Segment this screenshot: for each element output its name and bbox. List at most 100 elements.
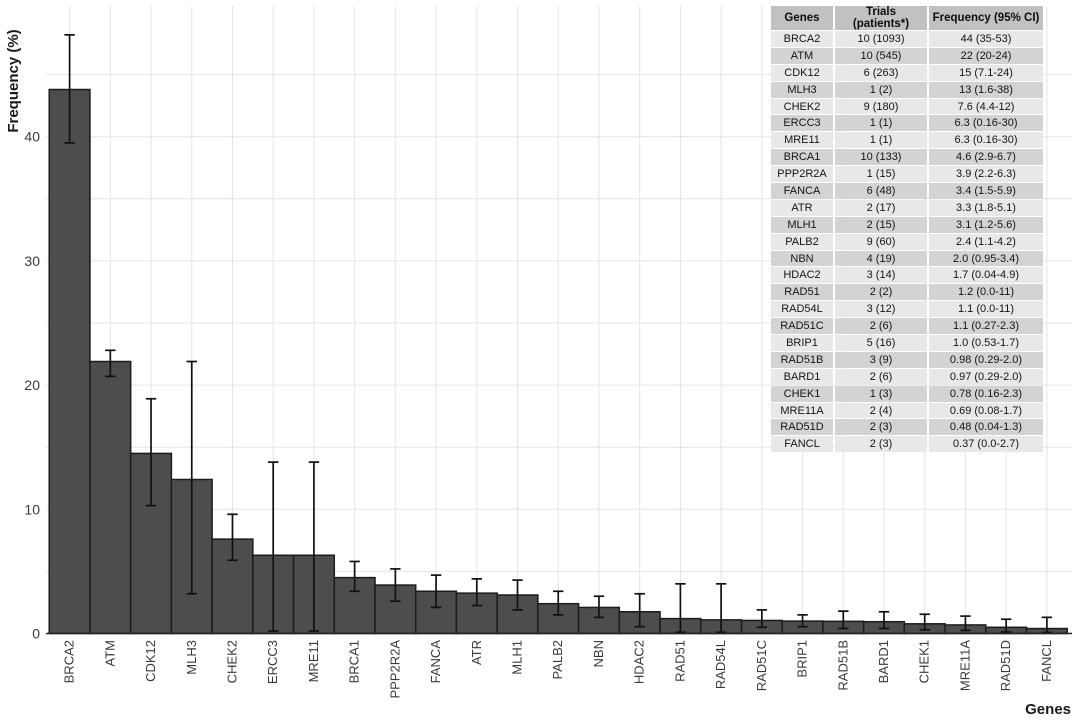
x-tick-label-MLH1: MLH1 xyxy=(510,640,525,675)
cell-gene: RAD51D xyxy=(771,419,833,436)
cell-gene: RAD54L xyxy=(771,301,833,318)
cell-frequency: 1.7 (0.04-4.9) xyxy=(929,267,1043,284)
x-tick-label-CHEK1: CHEK1 xyxy=(917,640,932,683)
cell-gene: HDAC2 xyxy=(771,267,833,284)
cell-gene: NBN xyxy=(771,250,833,267)
y-tick-label: 30 xyxy=(24,253,40,269)
x-tick-label-RAD51C: RAD51C xyxy=(754,640,769,691)
cell-trials: 1 (1) xyxy=(835,132,927,149)
table-row: BRCA2 10 (1093) 44 (35-53) xyxy=(771,31,1043,47)
cell-trials: 1 (1) xyxy=(835,115,927,132)
cell-frequency: 1.2 (0.0-11) xyxy=(929,284,1043,301)
cell-frequency: 15 (7.1-24) xyxy=(929,64,1043,81)
table-row: CHEK1 1 (3) 0.78 (0.16-2.3) xyxy=(771,385,1043,402)
table-row: BRIP1 5 (16) 1.0 (0.53-1.7) xyxy=(771,335,1043,351)
bar-ATM xyxy=(89,360,132,635)
x-tick-label-CHEK2: CHEK2 xyxy=(224,640,239,683)
cell-gene: MLH1 xyxy=(771,216,833,233)
x-tick-label-HDAC2: HDAC2 xyxy=(632,640,647,684)
table-row: MLH1 2 (15) 3.1 (1.2-5.6) xyxy=(771,216,1043,233)
cell-frequency: 0.78 (0.16-2.3) xyxy=(929,385,1043,402)
cell-trials: 2 (4) xyxy=(835,402,927,419)
table-row: RAD54L 3 (12) 1.1 (0.0-11) xyxy=(771,301,1043,318)
cell-gene: FANCL xyxy=(771,436,833,453)
table-row: NBN 4 (19) 2.0 (0.95-3.4) xyxy=(771,250,1043,267)
cell-gene: BRCA2 xyxy=(771,31,833,47)
x-tick-label-PPP2R2A: PPP2R2A xyxy=(387,640,402,699)
cell-frequency: 0.97 (0.29-2.0) xyxy=(929,368,1043,385)
table-row: RAD51 2 (2) 1.2 (0.0-11) xyxy=(771,284,1043,301)
cell-trials: 3 (14) xyxy=(835,267,927,284)
x-tick-label-BRIP1: BRIP1 xyxy=(795,640,810,678)
cell-gene: CHEK2 xyxy=(771,98,833,115)
table-row: MLH3 1 (2) 13 (1.6-38) xyxy=(771,81,1043,98)
x-tick-label-NBN: NBN xyxy=(591,640,606,667)
cell-frequency: 2.0 (0.95-3.4) xyxy=(929,250,1043,267)
cell-trials: 10 (133) xyxy=(835,149,927,166)
cell-gene: CDK12 xyxy=(771,64,833,81)
cell-trials: 6 (48) xyxy=(835,183,927,199)
cell-frequency: 1.1 (0.27-2.3) xyxy=(929,318,1043,335)
cell-trials: 2 (17) xyxy=(835,199,927,216)
cell-trials: 2 (6) xyxy=(835,318,927,335)
cell-trials: 2 (15) xyxy=(835,216,927,233)
x-tick-label-CDK12: CDK12 xyxy=(143,640,158,682)
header-trials: Trials (patients*) xyxy=(835,6,927,30)
cell-frequency: 0.37 (0.0-2.7) xyxy=(929,436,1043,453)
cell-gene: ERCC3 xyxy=(771,115,833,132)
y-tick-label: 0 xyxy=(32,626,40,642)
cell-frequency: 3.3 (1.8-5.1) xyxy=(929,199,1043,216)
cell-frequency: 7.6 (4.4-12) xyxy=(929,98,1043,115)
cell-frequency: 2.4 (1.1-4.2) xyxy=(929,233,1043,250)
y-axis-title: Frequency (%) xyxy=(5,29,22,132)
table-row: HDAC2 3 (14) 1.7 (0.04-4.9) xyxy=(771,267,1043,284)
bar-BRCA2 xyxy=(48,88,91,635)
cell-frequency: 3.4 (1.5-5.9) xyxy=(929,183,1043,199)
cell-trials: 2 (6) xyxy=(835,368,927,385)
cell-frequency: 44 (35-53) xyxy=(929,31,1043,47)
x-tick-label-FANCA: FANCA xyxy=(428,640,443,684)
cell-gene: CHEK1 xyxy=(771,385,833,402)
x-tick-label-BARD1: BARD1 xyxy=(876,640,891,683)
x-tick-label-ERCC3: ERCC3 xyxy=(265,640,280,684)
cell-gene: RAD51C xyxy=(771,318,833,335)
cell-frequency: 22 (20-24) xyxy=(929,47,1043,64)
table-row: CDK12 6 (263) 15 (7.1-24) xyxy=(771,64,1043,81)
cell-trials: 4 (19) xyxy=(835,250,927,267)
table-row: ERCC3 1 (1) 6.3 (0.16-30) xyxy=(771,115,1043,132)
cell-trials: 2 (3) xyxy=(835,436,927,453)
x-axis-title: Genes xyxy=(1025,701,1071,718)
table-row: PALB2 9 (60) 2.4 (1.1-4.2) xyxy=(771,233,1043,250)
table-row: CHEK2 9 (180) 7.6 (4.4-12) xyxy=(771,98,1043,115)
cell-frequency: 13 (1.6-38) xyxy=(929,81,1043,98)
cell-gene: PALB2 xyxy=(771,233,833,250)
table-header-row: Genes Trials (patients*) Frequency (95% … xyxy=(771,6,1043,30)
cell-frequency: 0.48 (0.04-1.3) xyxy=(929,419,1043,436)
cell-gene: PPP2R2A xyxy=(771,166,833,183)
cell-trials: 3 (9) xyxy=(835,351,927,368)
table-row: BARD1 2 (6) 0.97 (0.29-2.0) xyxy=(771,368,1043,385)
table-row: RAD51B 3 (9) 0.98 (0.29-2.0) xyxy=(771,351,1043,368)
table-row: PPP2R2A 1 (15) 3.9 (2.2-6.3) xyxy=(771,166,1043,183)
gene-table-body: BRCA2 10 (1093) 44 (35-53) ATM 10 (545) 22 (2… xyxy=(771,31,1043,453)
cell-trials: 1 (3) xyxy=(835,385,927,402)
table-row: FANCA 6 (48) 3.4 (1.5-5.9) xyxy=(771,183,1043,199)
cell-gene: BARD1 xyxy=(771,368,833,385)
cell-frequency: 4.6 (2.9-6.7) xyxy=(929,149,1043,166)
x-tick-label-RAD54L: RAD54L xyxy=(713,640,728,689)
gene-frequency-table: Genes Trials (patients*) Frequency (95% … xyxy=(769,5,1045,453)
x-tick-label-RAD51B: RAD51B xyxy=(835,640,850,691)
y-tick-label: 20 xyxy=(24,377,40,393)
table-row: RAD51C 2 (6) 1.1 (0.27-2.3) xyxy=(771,318,1043,335)
table-row: BRCA1 10 (133) 4.6 (2.9-6.7) xyxy=(771,149,1043,166)
x-tick-label-MLH3: MLH3 xyxy=(184,640,199,675)
cell-gene: RAD51 xyxy=(771,284,833,301)
table-row: MRE11A 2 (4) 0.69 (0.08-1.7) xyxy=(771,402,1043,419)
cell-frequency: 1.1 (0.0-11) xyxy=(929,301,1043,318)
cell-frequency: 3.1 (1.2-5.6) xyxy=(929,216,1043,233)
cell-frequency: 3.9 (2.2-6.3) xyxy=(929,166,1043,183)
x-tick-label-MRE11A: MRE11A xyxy=(957,640,972,691)
cell-frequency: 6.3 (0.16-30) xyxy=(929,132,1043,149)
cell-trials: 10 (545) xyxy=(835,47,927,64)
